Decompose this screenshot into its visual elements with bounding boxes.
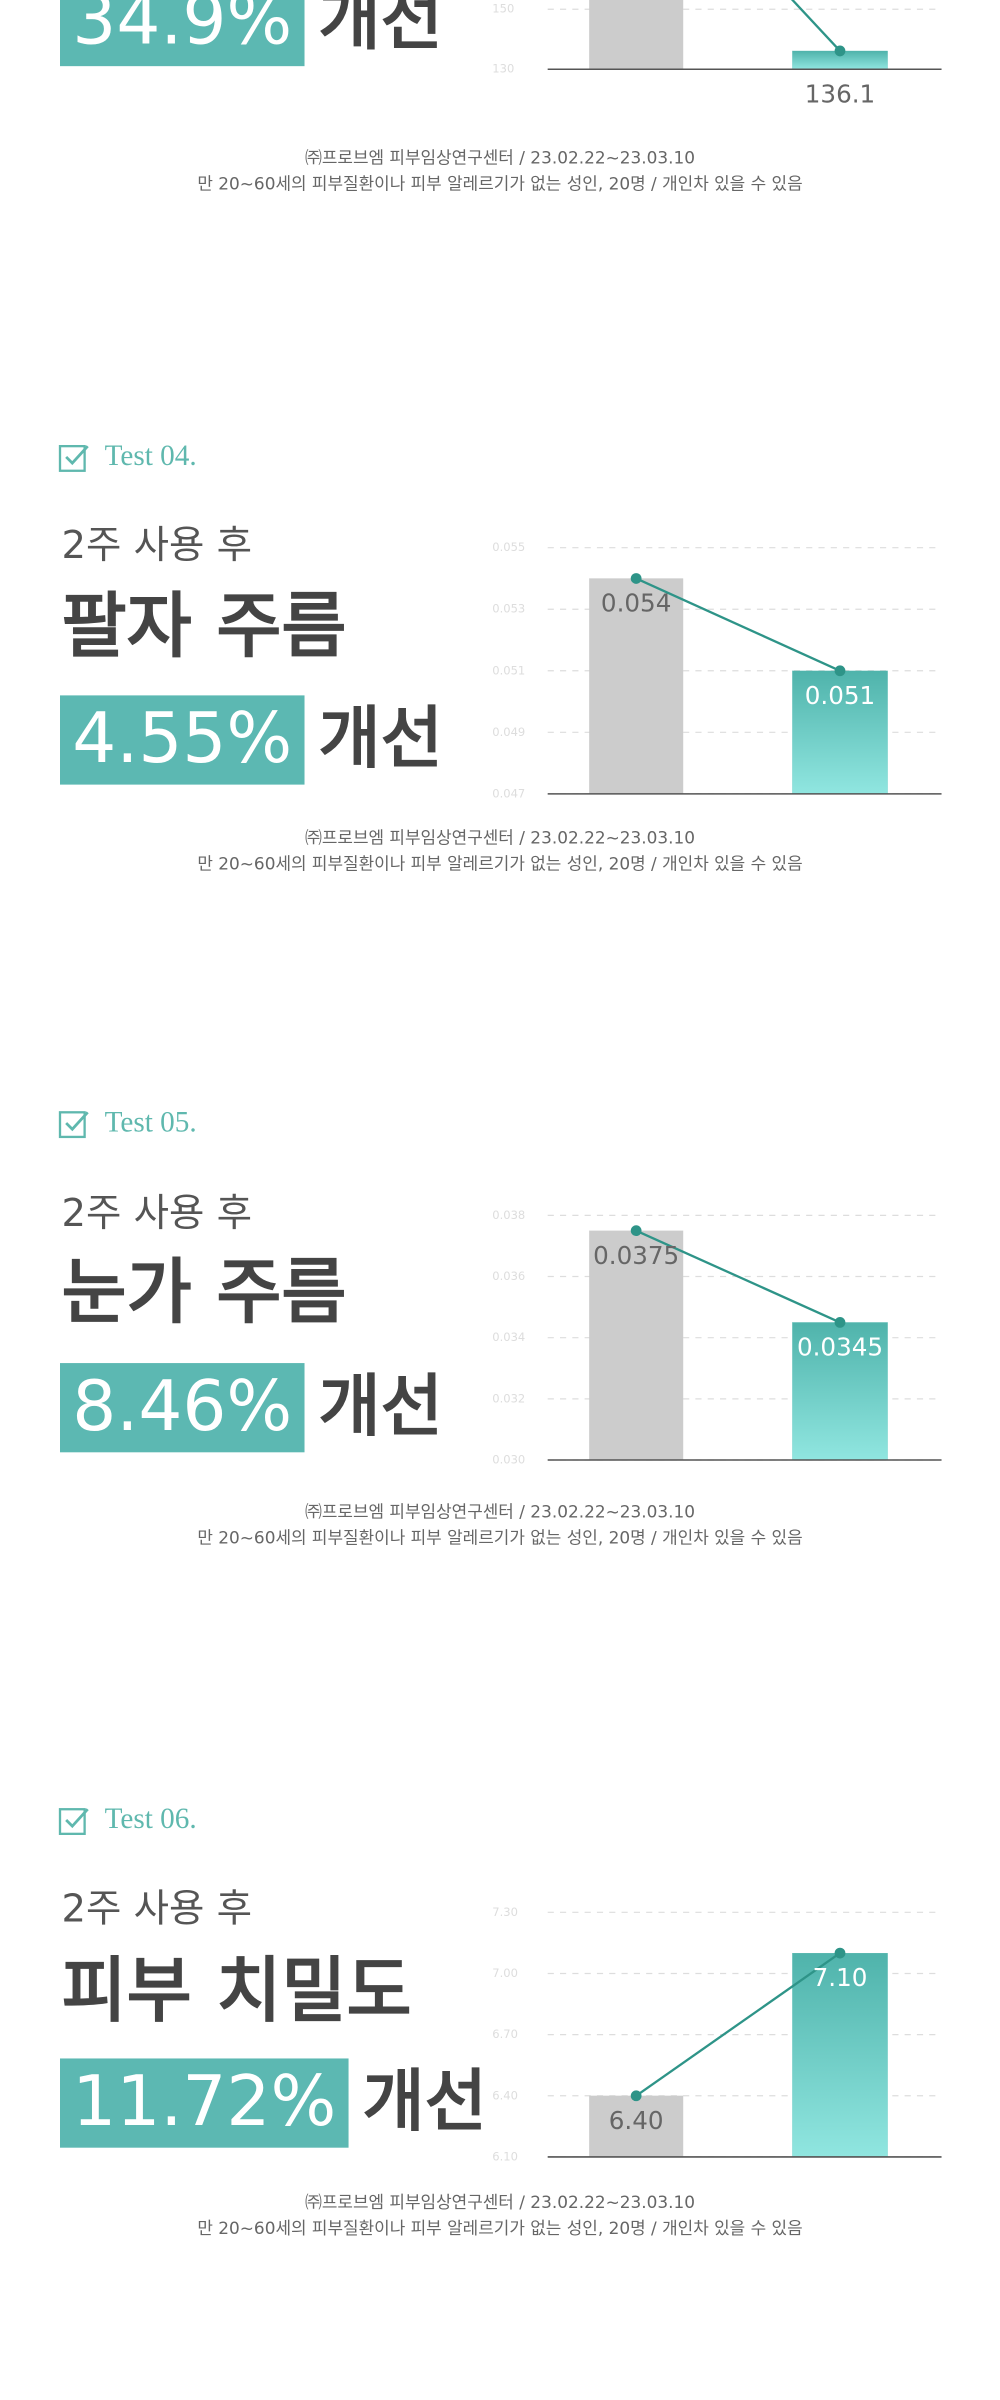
bar xyxy=(589,578,684,794)
bar xyxy=(589,1230,684,1461)
value-label: 0.0375 xyxy=(593,1241,679,1270)
y-tick-label: 0.055 xyxy=(492,540,525,554)
y-tick-label: 0.034 xyxy=(492,1330,525,1344)
footnote: 만 20~60세의 피부질환이나 피부 알레르기가 없는 성인, 20명 / 개… xyxy=(197,2218,802,2238)
percent-suffix: 개선 xyxy=(318,1366,443,1445)
y-tick-label: 7.00 xyxy=(492,1966,518,1980)
percent: 8.46% xyxy=(72,1367,292,1447)
bar xyxy=(589,2095,684,2157)
y-tick-label: 0.051 xyxy=(492,663,525,677)
y-tick-label: 0.049 xyxy=(492,725,525,739)
bar xyxy=(589,0,684,70)
value-label: 0.054 xyxy=(601,589,671,618)
trend-point xyxy=(834,665,846,677)
percent-suffix: 개선 xyxy=(362,2062,487,2141)
y-tick-label: 6.10 xyxy=(492,2149,518,2163)
value-label: 136.1 xyxy=(805,79,875,108)
check-box xyxy=(58,445,86,472)
percent-box xyxy=(60,0,305,67)
y-tick-label: 150 xyxy=(492,2,514,16)
test-label: Test 06. xyxy=(105,1803,197,1835)
headline: 피부 치밀도 xyxy=(62,1949,412,2032)
test-label: Test 04. xyxy=(105,440,197,472)
footnote: 만 20~60세의 피부질환이나 피부 알레르기가 없는 성인, 20명 / 개… xyxy=(197,1527,802,1547)
percent: 34.9% xyxy=(72,0,292,61)
trend-point xyxy=(630,573,642,584)
footnote: ㈜프로브엠 피부임상연구센터 / 23.02.22~23.03.10 xyxy=(305,1501,695,1521)
check-box xyxy=(58,1808,86,1836)
check-icon xyxy=(58,1808,89,1836)
trend-point xyxy=(834,1317,846,1328)
y-tick-label: 0.036 xyxy=(492,1269,525,1283)
bar xyxy=(792,670,888,794)
check-mark xyxy=(65,1808,89,1829)
y-tick-label: 0.047 xyxy=(492,786,525,800)
value-label: 0.051 xyxy=(805,681,875,710)
y-tick-label: 130 xyxy=(492,62,514,76)
y-tick-label: 0.030 xyxy=(492,1452,525,1466)
y-tick-label: 0.053 xyxy=(492,602,525,616)
check-icon xyxy=(58,1111,89,1139)
test-label: Test 05. xyxy=(105,1106,197,1138)
y-tick-label: 0.038 xyxy=(492,1208,525,1222)
check-mark xyxy=(65,1111,89,1132)
footnote: 만 20~60세의 피부질환이나 피부 알레르기가 없는 성인, 20명 / 개… xyxy=(197,854,802,874)
trend-point xyxy=(834,1947,846,1959)
trend-line xyxy=(790,0,841,52)
footnote: ㈜프로브엠 피부임상연구센터 / 23.02.22~23.03.10 xyxy=(305,827,695,847)
y-tick-label: 7.30 xyxy=(492,1905,518,1919)
footnote: 만 20~60세의 피부질환이나 피부 알레르기가 없는 성인, 20명 / 개… xyxy=(197,174,802,194)
subtitle: 2주 사용 후 xyxy=(62,523,252,568)
subtitle: 2주 사용 후 xyxy=(62,1886,252,1931)
y-tick-label: 0.032 xyxy=(492,1391,525,1405)
percent-box xyxy=(60,2058,349,2148)
percent-box xyxy=(60,695,305,785)
value-label: 0.0345 xyxy=(797,1333,883,1362)
percent-suffix: 개선 xyxy=(318,0,443,59)
trend-point xyxy=(630,2090,642,2102)
percent-suffix: 개선 xyxy=(318,699,443,778)
check-mark xyxy=(65,445,89,466)
bar xyxy=(792,1322,888,1461)
trend-line xyxy=(635,1952,841,2097)
headline: 팔자 주름 xyxy=(62,584,347,667)
check-box xyxy=(58,1111,86,1139)
y-tick-label: 6.40 xyxy=(492,2088,518,2102)
percent-box xyxy=(60,1363,305,1453)
trend-point xyxy=(630,1225,642,1237)
headline: 눈가 주름 xyxy=(62,1250,347,1333)
value-label: 6.40 xyxy=(609,2106,664,2135)
footnote: ㈜프로브엠 피부임상연구센터 / 23.02.22~23.03.10 xyxy=(305,147,695,167)
subtitle: 2주 사용 후 xyxy=(62,1191,252,1236)
trend-point xyxy=(834,45,846,57)
trend-line xyxy=(635,577,841,672)
value-label: 7.10 xyxy=(813,1963,868,1992)
footnote: ㈜프로브엠 피부임상연구센터 / 23.02.22~23.03.10 xyxy=(305,2192,695,2212)
percent: 4.55% xyxy=(72,699,292,779)
trend-line xyxy=(635,1229,841,1324)
y-tick-label: 6.70 xyxy=(492,2027,518,2041)
percent: 11.72% xyxy=(72,2062,336,2142)
bar xyxy=(792,1953,888,2157)
check-icon xyxy=(58,445,89,472)
